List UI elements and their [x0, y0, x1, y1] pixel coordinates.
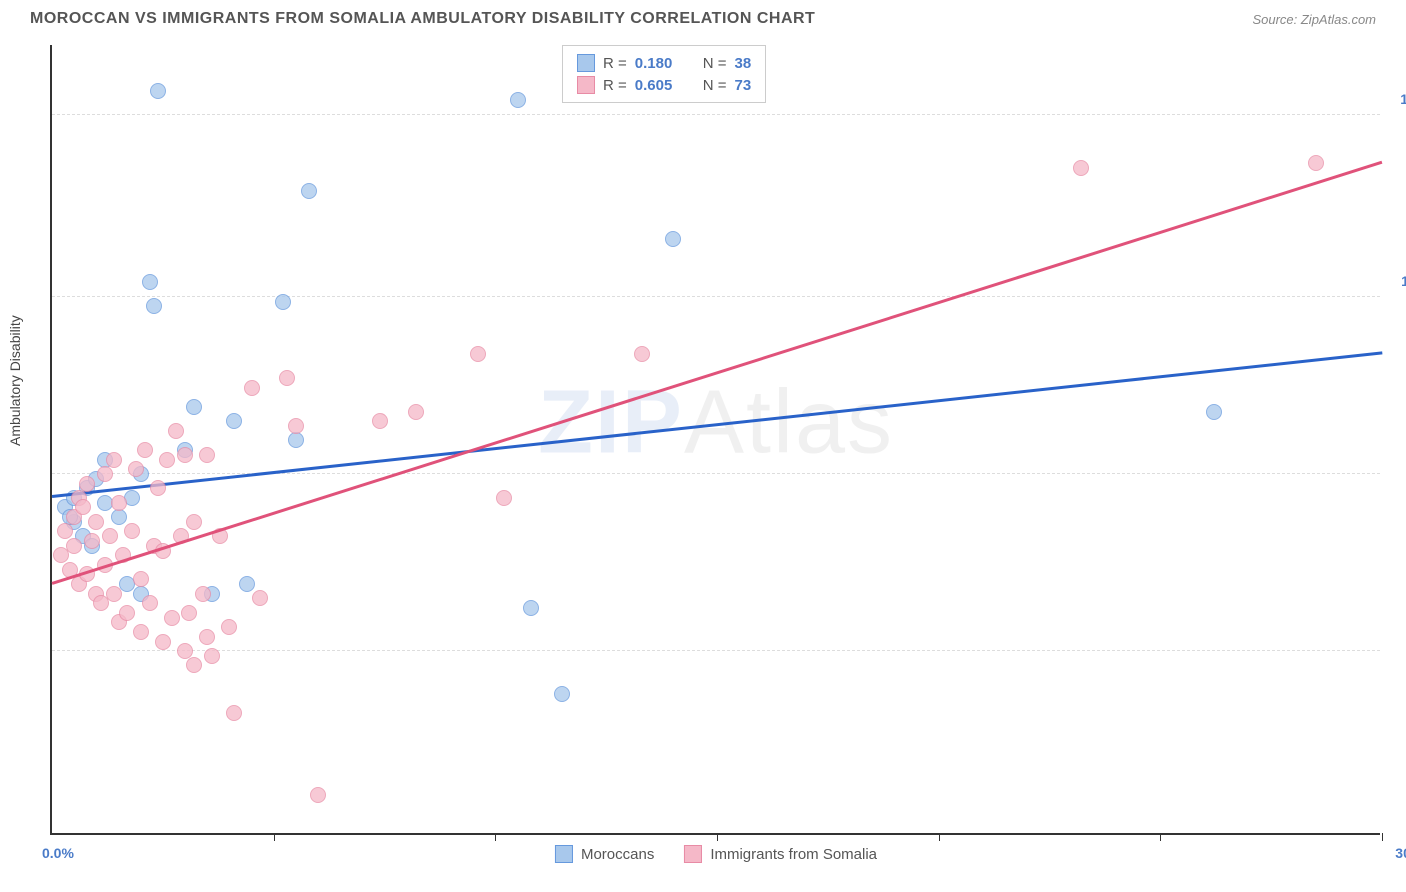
stat-row: R = 0.605 N = 73: [577, 74, 751, 96]
r-label: R =: [603, 77, 627, 94]
data-point: [133, 624, 149, 640]
data-point: [124, 523, 140, 539]
data-point: [66, 538, 82, 554]
stat-row: R = 0.180 N = 38: [577, 52, 751, 74]
data-point: [164, 610, 180, 626]
data-point: [275, 294, 291, 310]
data-point: [1073, 160, 1089, 176]
x-min-label: 0.0%: [42, 845, 74, 861]
xtick: [1382, 833, 1383, 841]
ytick-label: 15.0%: [1400, 91, 1406, 107]
data-point: [221, 619, 237, 635]
data-point: [79, 476, 95, 492]
data-point: [168, 423, 184, 439]
data-point: [470, 346, 486, 362]
data-point: [372, 413, 388, 429]
x-max-label: 30.0%: [1395, 845, 1406, 861]
xtick: [939, 833, 940, 841]
legend-item: Immigrants from Somalia: [684, 845, 877, 863]
data-point: [510, 92, 526, 108]
data-point: [177, 447, 193, 463]
data-point: [199, 447, 215, 463]
data-point: [279, 370, 295, 386]
data-point: [1308, 155, 1324, 171]
data-point: [128, 461, 144, 477]
data-point: [204, 648, 220, 664]
data-point: [111, 495, 127, 511]
data-point: [310, 787, 326, 803]
source-label: Source: ZipAtlas.com: [1252, 12, 1376, 27]
n-label: N =: [703, 55, 727, 72]
data-point: [226, 413, 242, 429]
data-point: [97, 466, 113, 482]
n-value: 73: [735, 77, 752, 94]
color-swatch: [555, 845, 573, 863]
data-point: [301, 183, 317, 199]
yaxis-label: Ambulatory Disability: [7, 315, 23, 446]
data-point: [75, 499, 91, 515]
data-point: [142, 274, 158, 290]
data-point: [142, 595, 158, 611]
data-point: [554, 686, 570, 702]
data-point: [119, 605, 135, 621]
data-point: [252, 590, 268, 606]
data-point: [57, 523, 73, 539]
data-point: [496, 490, 512, 506]
page-title: MOROCCAN VS IMMIGRANTS FROM SOMALIA AMBU…: [30, 10, 815, 28]
ytick-label: 11.2%: [1401, 273, 1406, 289]
data-point: [186, 514, 202, 530]
data-point: [88, 514, 104, 530]
data-point: [150, 480, 166, 496]
data-point: [226, 705, 242, 721]
data-point: [159, 452, 175, 468]
gridline: [52, 114, 1380, 115]
data-point: [155, 634, 171, 650]
gridline: [52, 650, 1380, 651]
legend-label: Immigrants from Somalia: [710, 846, 877, 863]
scatter-chart: ZIPAtlas R =0.180N =38R =0.605N =73 0.0%…: [50, 45, 1380, 835]
gridline: [52, 296, 1380, 297]
xtick: [495, 833, 496, 841]
data-point: [186, 399, 202, 415]
series-legend: Moroccans Immigrants from Somalia: [555, 845, 877, 863]
data-point: [239, 576, 255, 592]
xtick: [1160, 833, 1161, 841]
data-point: [177, 643, 193, 659]
legend-label: Moroccans: [581, 846, 654, 863]
data-point: [137, 442, 153, 458]
data-point: [523, 600, 539, 616]
data-point: [288, 418, 304, 434]
r-label: R =: [603, 55, 627, 72]
data-point: [150, 83, 166, 99]
data-point: [186, 657, 202, 673]
data-point: [634, 346, 650, 362]
data-point: [133, 571, 149, 587]
data-point: [106, 452, 122, 468]
data-point: [288, 432, 304, 448]
data-point: [665, 231, 681, 247]
r-value: 0.180: [635, 55, 695, 72]
color-swatch: [684, 845, 702, 863]
data-point: [111, 509, 127, 525]
data-point: [181, 605, 197, 621]
data-point: [1206, 404, 1222, 420]
color-swatch: [577, 54, 595, 72]
data-point: [199, 629, 215, 645]
data-point: [84, 533, 100, 549]
xtick: [274, 833, 275, 841]
xtick: [717, 833, 718, 841]
data-point: [244, 380, 260, 396]
data-point: [106, 586, 122, 602]
data-point: [408, 404, 424, 420]
data-point: [102, 528, 118, 544]
color-swatch: [577, 76, 595, 94]
data-point: [195, 586, 211, 602]
legend-item: Moroccans: [555, 845, 654, 863]
n-label: N =: [703, 77, 727, 94]
stats-legend: R = 0.180 N = 38 R = 0.605 N = 73: [562, 45, 766, 103]
r-value: 0.605: [635, 77, 695, 94]
n-value: 38: [735, 55, 752, 72]
data-point: [146, 298, 162, 314]
